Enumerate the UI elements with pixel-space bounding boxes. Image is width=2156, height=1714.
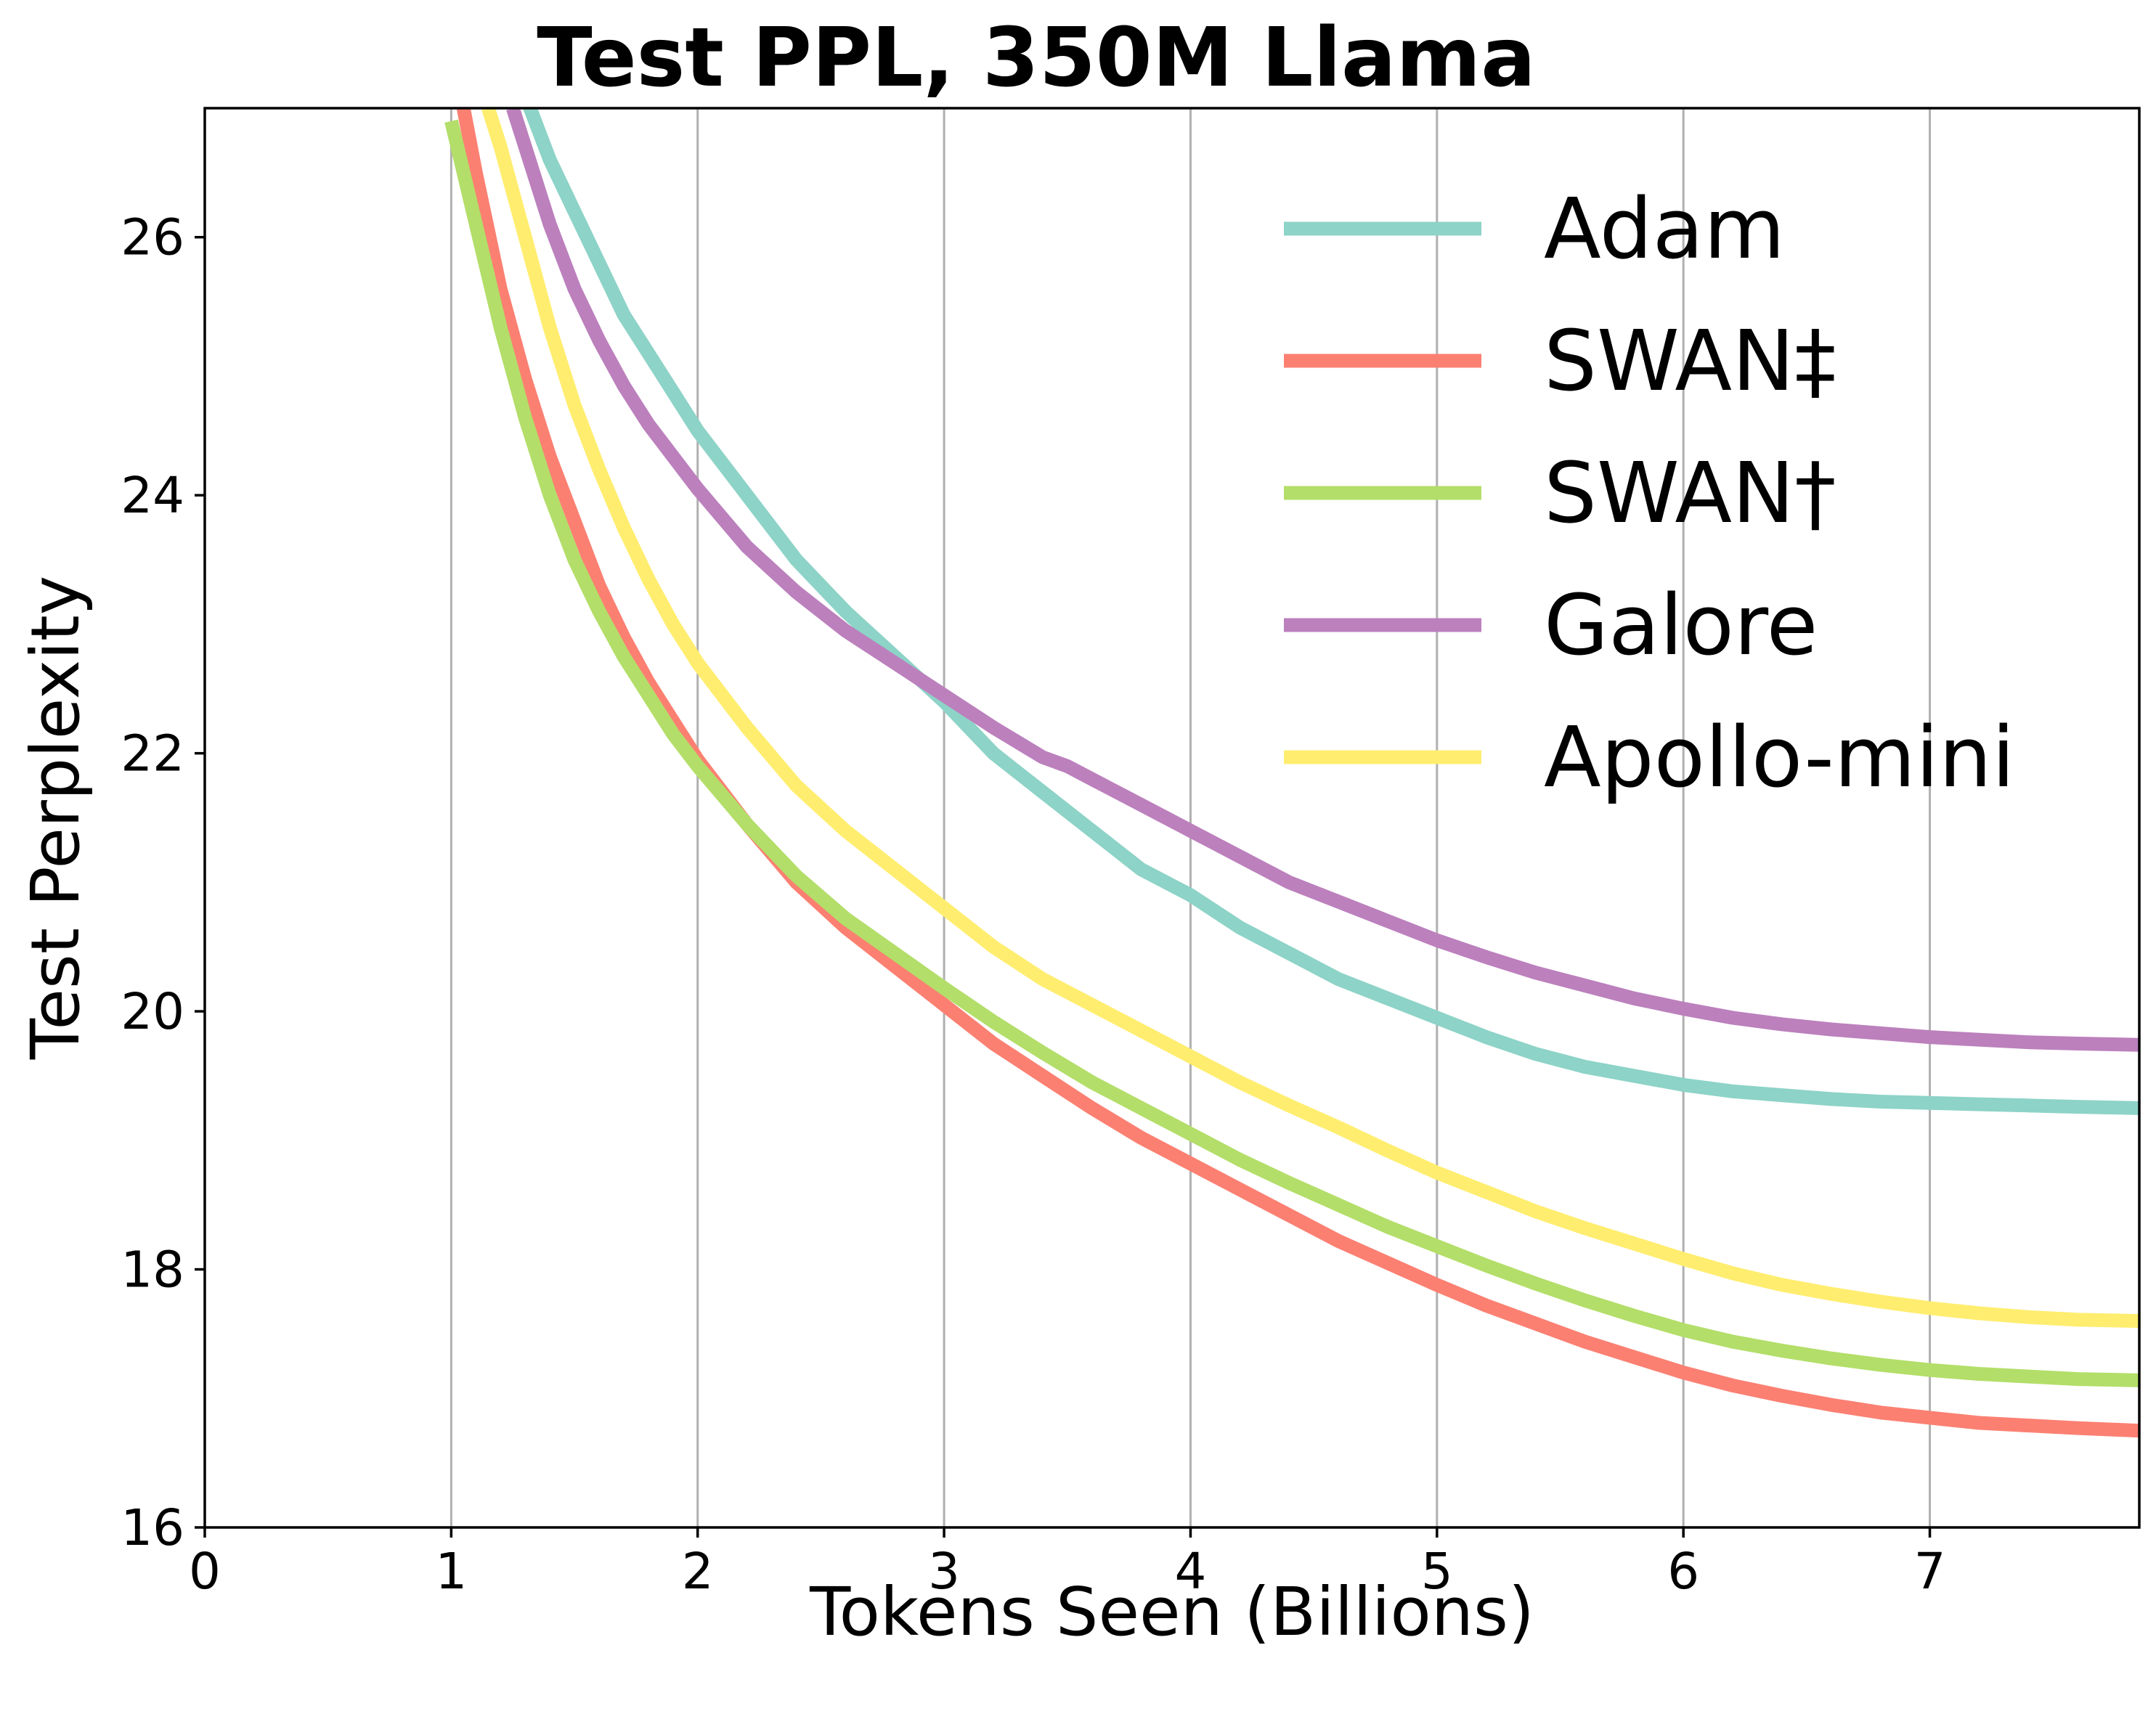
y-tick-label: 20 (121, 983, 184, 1041)
y-tick-label: 18 (121, 1241, 184, 1299)
series-line-apollo-mini (481, 108, 2139, 1329)
series-line-swan (444, 119, 2139, 1387)
x-tick-label: 0 (189, 1543, 221, 1601)
chart-title: Test PPL, 350M Llama (537, 11, 1536, 105)
y-tick-label: 26 (121, 209, 184, 267)
grid (449, 108, 1932, 1527)
legend-label-galore: Galore (1544, 577, 1818, 674)
x-tick-label: 3 (928, 1543, 960, 1601)
y-tick-label: 22 (121, 725, 184, 783)
series-line-swan (456, 108, 2139, 1438)
x-tick-label: 2 (682, 1543, 714, 1601)
plot-frame (203, 107, 2141, 1529)
axis-ticks: 0 1 2 3 4 5 6 7 16 18 20 22 24 26 (121, 209, 1945, 1601)
series-group (444, 108, 2139, 1438)
legend-label-swan: SWAN† (1544, 445, 1836, 542)
x-axis-label: Tokens Seen (Billions) (809, 1573, 1534, 1651)
legend-label-swan: SWAN‡ (1544, 313, 1836, 410)
x-tick-label: 6 (1667, 1543, 1699, 1601)
series-line-galore (506, 108, 2139, 1052)
x-tick-label: 7 (1914, 1543, 1946, 1601)
x-tick-label: 5 (1421, 1543, 1453, 1601)
x-tick-label: 1 (435, 1543, 467, 1601)
legend-label-apollo-mini: Apollo-mini (1544, 709, 2015, 807)
series-line-adam (522, 108, 2139, 1115)
legend: Adam SWAN‡ SWAN† Galore Apollo-mini (1284, 181, 2015, 807)
y-tick-label: 24 (121, 467, 184, 525)
y-tick-label: 16 (121, 1499, 184, 1557)
y-axis-label: Test Perplexity (17, 576, 94, 1061)
x-tick-label: 4 (1174, 1543, 1206, 1601)
legend-label-adam: Adam (1544, 181, 1785, 278)
